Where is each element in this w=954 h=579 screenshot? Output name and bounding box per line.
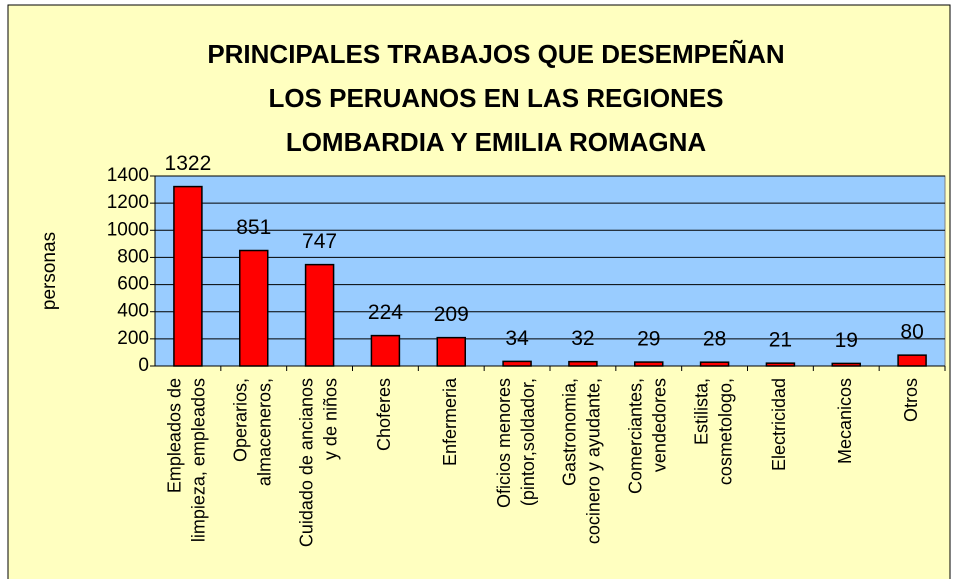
x-tick-label: Oficios menores	[494, 378, 514, 508]
x-tick-label: vendedores	[650, 378, 670, 472]
bar	[765, 362, 796, 367]
y-tick-label: 800	[117, 246, 149, 267]
x-tick-label: (pintor,soldador,	[518, 378, 538, 506]
x-tick-label: Cuidado de ancianos	[296, 378, 316, 547]
bar	[568, 360, 598, 367]
x-tick-label: Gastronomia,	[560, 378, 580, 486]
value-label: 34	[505, 327, 529, 350]
x-tick-label: Estilista,	[691, 378, 711, 445]
x-tick-label: Comerciantes,	[626, 378, 646, 494]
x-tick-label: Otros	[901, 378, 921, 422]
x-tick-label: Choferes	[374, 378, 394, 451]
bar	[897, 354, 927, 367]
x-tick-label: cosmetologo,	[715, 378, 735, 485]
x-tick-label: limpieza, empleados	[189, 378, 209, 542]
bar	[502, 360, 532, 367]
value-label: 21	[769, 329, 792, 352]
y-tick-label: 1200	[107, 192, 149, 213]
y-tick-label: 1000	[107, 219, 149, 240]
x-tick-label: Electricidad	[769, 378, 789, 471]
bar	[173, 185, 203, 367]
x-tick-label: Mecanicos	[835, 378, 855, 464]
x-tick-label: Operarios,	[231, 378, 251, 462]
chart-title: LOS PERUANOS EN LAS REGIONES	[268, 83, 723, 113]
value-label: 19	[835, 329, 858, 352]
bar	[436, 336, 466, 367]
bar	[370, 334, 401, 367]
value-label: 209	[434, 303, 469, 326]
x-tick-label: Enfermeria	[440, 377, 460, 466]
y-tick-label: 400	[117, 301, 149, 322]
chart-title: PRINCIPALES TRABAJOS QUE DESEMPEÑAN	[207, 39, 784, 69]
bar	[831, 362, 861, 367]
bar	[239, 249, 269, 367]
value-label: 32	[571, 327, 594, 350]
value-label: 80	[900, 321, 923, 344]
y-tick-label: 600	[117, 274, 149, 295]
bar	[304, 263, 335, 367]
y-tick-label: 200	[117, 328, 149, 349]
y-tick-label: 1400	[107, 165, 149, 186]
value-label: 224	[368, 301, 403, 324]
y-axis-label: personas	[39, 232, 60, 310]
value-label: 747	[302, 230, 337, 253]
bar	[699, 361, 730, 367]
x-tick-label: almaceneros,	[255, 378, 275, 486]
chart-title: LOMBARDIA Y EMILIA ROMAGNA	[286, 127, 707, 157]
value-label: 851	[236, 216, 271, 239]
x-tick-label: cocinero y ayudante,	[584, 378, 604, 544]
y-tick-label: 0	[138, 355, 149, 376]
x-tick-label: Empleados de	[165, 378, 185, 493]
bar	[634, 361, 664, 367]
value-label: 28	[703, 328, 726, 351]
x-tick-label: y de niños	[320, 378, 340, 460]
value-label: 29	[637, 328, 660, 351]
plot-area	[154, 175, 946, 367]
value-label: 1322	[165, 152, 212, 175]
